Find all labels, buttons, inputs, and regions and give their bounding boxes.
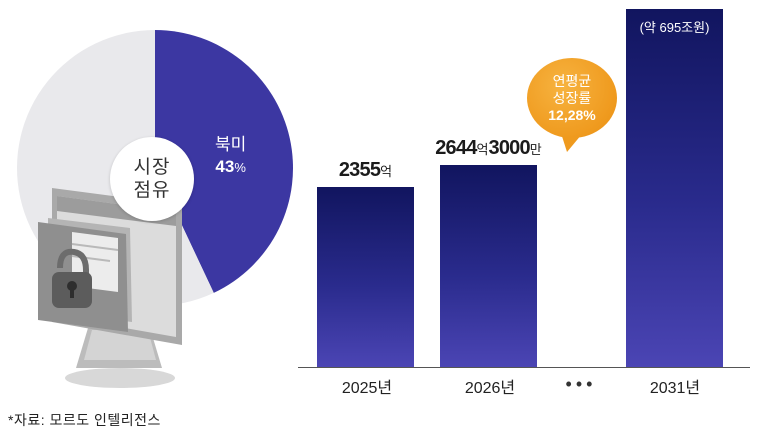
growth-label-line1: 연평균 (552, 72, 592, 89)
pie-center-line2: 점유 (133, 180, 171, 201)
growth-rate-value: 12,28% (548, 106, 596, 123)
pie-center-line1: 시장 (133, 157, 171, 178)
pie-segment-unit: % (234, 160, 246, 175)
bar-value-2025: 2355억 (295, 159, 436, 182)
bar-2026-number1: 2644 (435, 137, 477, 160)
pie-segment-label: 북미 43% (215, 134, 246, 179)
growth-rate-bubble: 연평균 성장률 12,28% (527, 58, 617, 138)
source-note: *자료: 모르도 인텔리전스 (8, 412, 161, 428)
bar-2025-unit: 억 (380, 164, 393, 180)
bar-value-2026: 2644억3000만 (418, 137, 559, 160)
bar-2026-number2: 3000 (488, 137, 531, 160)
axis-ellipsis: ••• (565, 374, 597, 394)
bar-2031 (626, 9, 723, 367)
bar-2025 (317, 187, 414, 367)
bar-2026-unit1: 억 (476, 142, 489, 158)
pie-segment-percent: 43% (215, 156, 246, 179)
bar-2031-subtitle: (약 695조원) (639, 20, 710, 35)
bar-2025-number: 2355 (338, 159, 381, 182)
x-tick-2026: 2026년 (464, 380, 516, 397)
x-tick-2025: 2025년 (341, 380, 393, 397)
security-laptop-illustration (38, 188, 182, 388)
x-tick-2031: 2031년 (649, 380, 701, 397)
pie-segment-name: 북미 (215, 135, 247, 154)
pie-center-label: 시장 점유 (110, 137, 194, 221)
growth-label-line2: 성장률 (552, 89, 592, 106)
bar-2026 (440, 165, 537, 367)
bar-2026-unit2: 만 (529, 142, 542, 158)
pie-segment-value: 43 (215, 157, 235, 176)
pie-slice-north-america (155, 30, 293, 293)
x-axis-line (298, 367, 750, 368)
